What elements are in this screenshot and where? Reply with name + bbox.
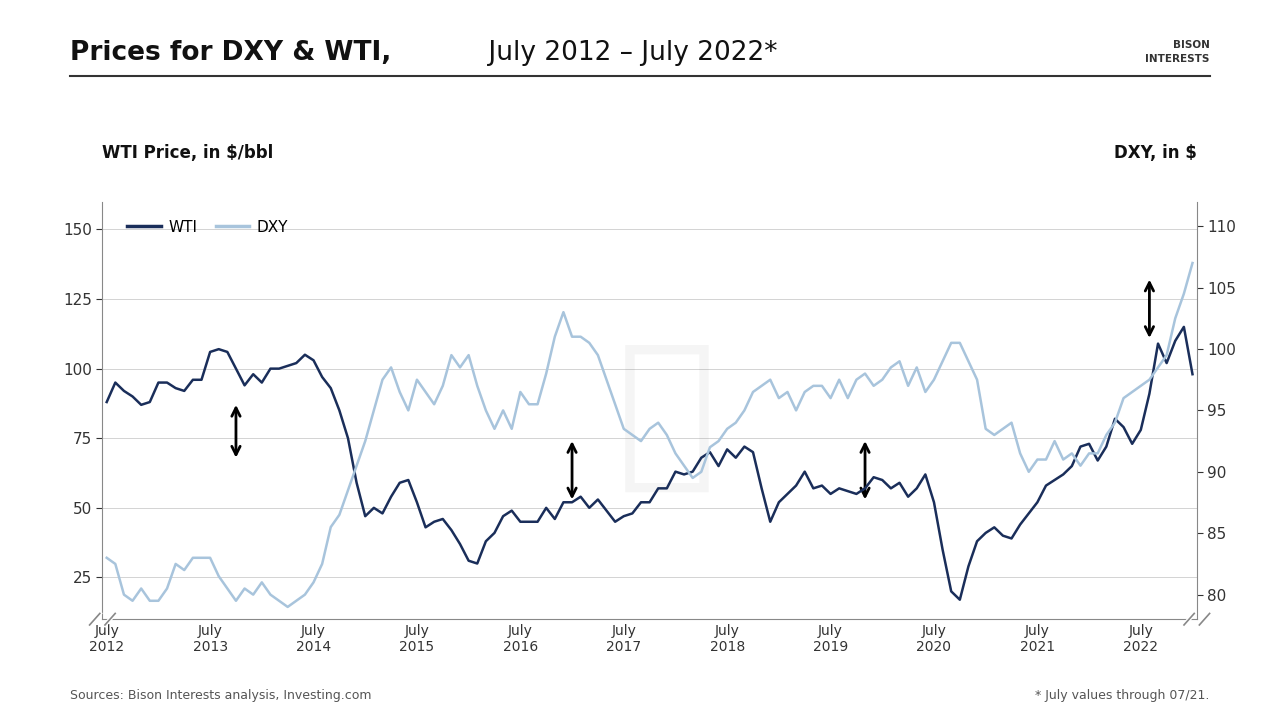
- Text: * July values through 07/21.: * July values through 07/21.: [1036, 689, 1210, 702]
- Text: 🦬: 🦬: [617, 335, 717, 498]
- Text: Sources: Bison Interests analysis, Investing.com: Sources: Bison Interests analysis, Inves…: [70, 689, 372, 702]
- Text: Prices for DXY & WTI,: Prices for DXY & WTI,: [70, 40, 392, 66]
- Text: WTI Price, in $/bbl: WTI Price, in $/bbl: [102, 144, 274, 162]
- Legend: WTI, DXY: WTI, DXY: [122, 213, 294, 240]
- Text: BISON
INTERESTS: BISON INTERESTS: [1146, 40, 1210, 63]
- Text: DXY, in $: DXY, in $: [1114, 144, 1197, 162]
- Text: July 2012 – July 2022*: July 2012 – July 2022*: [480, 40, 777, 66]
